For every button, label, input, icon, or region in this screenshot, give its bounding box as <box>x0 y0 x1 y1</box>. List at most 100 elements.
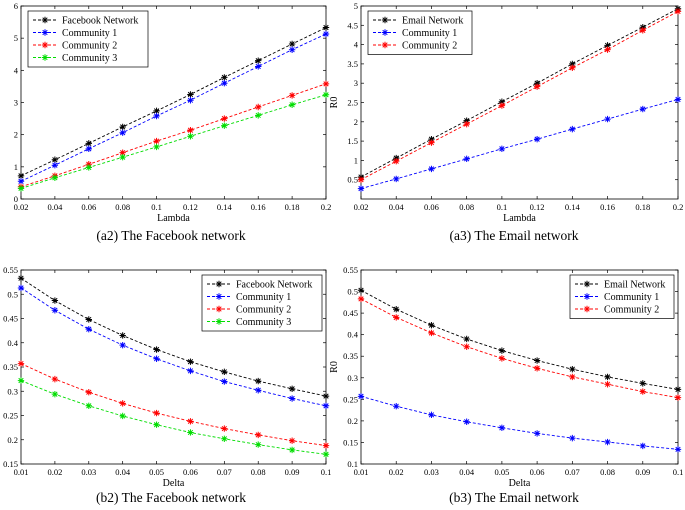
x-tick-label: 0.04 <box>47 202 63 212</box>
data-point <box>428 135 435 143</box>
data-point <box>393 314 400 321</box>
data-point <box>255 57 262 64</box>
y-tick-label: 4 <box>354 40 359 50</box>
data-point <box>463 343 470 350</box>
chart-a3: 0.02 0.04 0.06 0.08 0.1 0.12 0.14 0.16 0.18 0.2 0.… <box>329 1 683 224</box>
data-point <box>153 346 160 353</box>
data-point <box>569 365 576 373</box>
data-point <box>604 438 611 446</box>
data-point <box>674 446 682 453</box>
data-point <box>498 102 506 109</box>
data-point <box>85 161 92 168</box>
x-tick-label: 0.06 <box>530 467 545 477</box>
data-point <box>604 115 611 123</box>
chart-b2: 0.01 0.02 0.03 0.04 0.05 0.06 0.07 0.08 0.09 0.1 0… <box>3 265 332 489</box>
legend-swatch-marker <box>215 318 223 325</box>
y-tick-label: 0.2 <box>347 416 358 426</box>
data-point <box>17 185 25 192</box>
data-point <box>17 178 25 185</box>
data-point <box>533 80 541 87</box>
data-point <box>498 355 506 362</box>
x-tick-label: 0.01 <box>14 467 29 477</box>
x-axis-label: Lambda <box>503 213 536 224</box>
data-point <box>428 329 435 337</box>
data-point <box>221 80 228 87</box>
data-point <box>322 80 330 88</box>
y-tick-label: 0.15 <box>343 437 358 447</box>
legend-swatch-marker <box>583 305 591 313</box>
data-point <box>17 377 25 384</box>
data-point <box>393 403 400 410</box>
x-tick-label: 0.02 <box>389 467 404 477</box>
x-tick-label: 0.05 <box>149 467 164 477</box>
x-tick-label: 0.14 <box>565 202 581 212</box>
data-point <box>498 98 506 105</box>
y-tick-label: 0.3 <box>347 373 358 383</box>
x-tick-label: 0.08 <box>459 202 474 212</box>
x-tick-label: 0.2 <box>673 202 684 212</box>
legend-entry: Community 1 <box>402 28 457 39</box>
series-line-3 <box>20 380 327 455</box>
x-tick-label: 0.1 <box>497 202 508 212</box>
data-point <box>569 60 576 68</box>
data-point <box>674 394 682 401</box>
data-point <box>639 442 646 450</box>
data-point <box>153 409 160 417</box>
x-tick-label: 0.14 <box>217 202 233 212</box>
data-point <box>153 137 160 145</box>
data-point <box>533 135 541 143</box>
data-point <box>255 103 262 111</box>
data-point <box>322 24 330 31</box>
data-point <box>639 105 646 113</box>
y-tick-label: 0.45 <box>3 314 18 324</box>
legend-swatch-marker <box>215 280 223 288</box>
series-line-3 <box>20 94 327 189</box>
x-tick-label: 0.1 <box>151 202 162 212</box>
series-line-0 <box>360 289 679 390</box>
data-point <box>119 341 126 349</box>
y-tick-label: 0 <box>14 194 18 204</box>
data-point <box>187 91 194 98</box>
y-tick-label: 5 <box>354 1 358 11</box>
y-tick-label: 0.5 <box>347 175 358 185</box>
x-tick-label: 0.04 <box>459 467 475 477</box>
data-point <box>288 92 296 99</box>
data-point <box>322 442 330 449</box>
data-point <box>187 418 194 425</box>
data-point <box>357 176 365 183</box>
data-point <box>51 390 59 398</box>
series-line-0 <box>20 277 327 397</box>
data-point <box>463 117 470 124</box>
series-line-2 <box>20 83 327 188</box>
y-tick-label: 0.5 <box>347 287 358 297</box>
legend-swatch-marker <box>381 16 389 24</box>
x-tick-label: 0.06 <box>183 467 198 477</box>
data-point <box>51 297 59 304</box>
data-point <box>569 373 576 381</box>
y-tick-label: 2.5 <box>347 98 358 108</box>
data-point <box>428 165 435 173</box>
y-tick-label: 0.4 <box>7 338 18 348</box>
x-tick-label: 0.12 <box>183 202 198 212</box>
data-point <box>85 402 92 409</box>
data-point <box>119 400 126 407</box>
y-tick-label: 0.35 <box>343 351 358 361</box>
data-point <box>187 133 194 140</box>
data-point <box>255 377 262 385</box>
y-tick-label: 6 <box>14 1 18 11</box>
x-tick-label: 0.03 <box>424 467 439 477</box>
x-tick-label: 0.03 <box>81 467 96 477</box>
x-tick-label: 0.2 <box>321 202 332 212</box>
y-tick-label: 4 <box>14 65 19 75</box>
x-axis-label: Delta <box>509 478 531 489</box>
data-point <box>288 40 296 48</box>
data-point <box>17 284 25 292</box>
y-tick-label: 3 <box>14 98 18 108</box>
x-tick-label: 0.1 <box>321 467 332 477</box>
series-line-1 <box>20 287 327 407</box>
data-point <box>569 434 576 442</box>
y-tick-label: 0.3 <box>7 386 18 396</box>
data-point <box>17 360 25 367</box>
data-point <box>221 435 228 442</box>
data-point <box>51 156 59 163</box>
